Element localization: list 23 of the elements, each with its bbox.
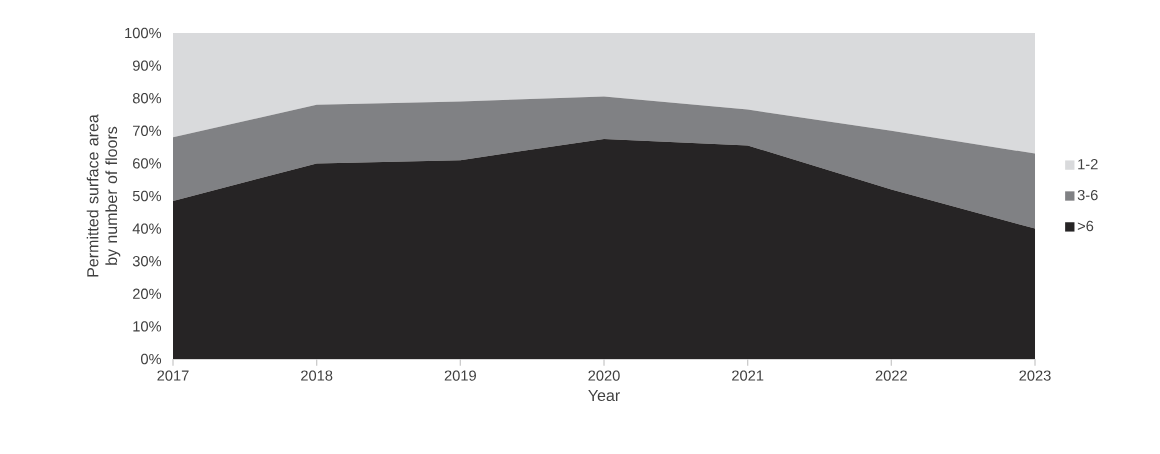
legend-label: 3-6 xyxy=(1077,189,1098,201)
legend-label: >6 xyxy=(1077,220,1094,232)
y-tick-label: 50% xyxy=(132,190,162,202)
legend-label: 1-2 xyxy=(1078,158,1098,170)
y-tick-label: 70% xyxy=(133,125,162,136)
y-tick-label: 60% xyxy=(133,158,162,169)
x-tick-label: 2022 xyxy=(875,370,907,381)
x-tick-label: 2021 xyxy=(732,370,764,381)
y-tick-label: 20% xyxy=(133,288,162,299)
y-tick-label: 10% xyxy=(133,321,162,332)
y-axis-title: Permitted surface area by number of floors xyxy=(86,114,121,277)
x-tick-label: 2018 xyxy=(301,370,333,381)
y-tick-label: 40% xyxy=(132,223,162,234)
x-tick-label: 2017 xyxy=(157,370,189,381)
x-axis-title: Year xyxy=(588,389,620,402)
x-tick-label: 2019 xyxy=(444,370,476,381)
y-tick-label: 30% xyxy=(132,256,162,267)
y-tick-label: 100% xyxy=(125,27,162,39)
y-tick-label: 90% xyxy=(132,60,162,71)
x-tick-label: 2020 xyxy=(588,370,620,381)
y-tick-label: 0% xyxy=(140,353,162,365)
y-tick-label: 80% xyxy=(132,93,162,104)
x-tick-label: 2023 xyxy=(1019,370,1051,381)
